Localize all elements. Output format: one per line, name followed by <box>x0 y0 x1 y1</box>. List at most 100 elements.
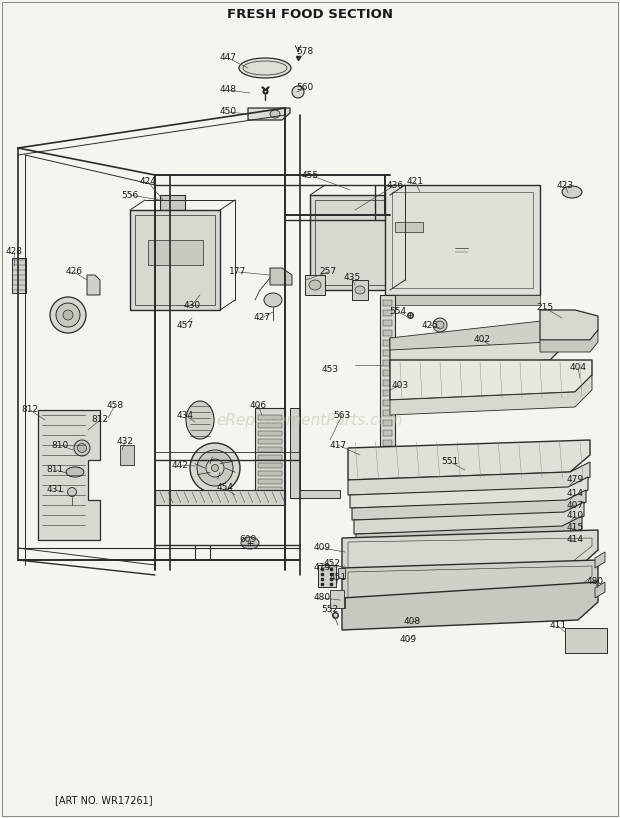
Bar <box>318 565 336 587</box>
Polygon shape <box>540 310 598 340</box>
Text: 551: 551 <box>441 457 459 466</box>
Polygon shape <box>338 598 345 608</box>
Polygon shape <box>348 462 590 495</box>
Text: 417: 417 <box>329 441 347 450</box>
Bar <box>383 400 392 406</box>
Text: 257: 257 <box>319 267 337 276</box>
Text: 435: 435 <box>343 273 361 282</box>
Polygon shape <box>385 185 540 295</box>
Text: 406: 406 <box>249 401 267 410</box>
Bar <box>258 423 282 428</box>
Polygon shape <box>305 275 325 295</box>
Text: 452: 452 <box>324 559 340 568</box>
Bar <box>12 258 26 293</box>
Ellipse shape <box>433 318 447 332</box>
Text: 424: 424 <box>140 178 156 187</box>
Polygon shape <box>342 560 598 608</box>
Ellipse shape <box>68 488 76 497</box>
Text: 402: 402 <box>474 335 490 344</box>
Bar <box>383 380 392 386</box>
Text: 458: 458 <box>107 401 123 410</box>
Text: 215: 215 <box>536 303 554 312</box>
Text: 552: 552 <box>321 605 339 614</box>
Bar <box>383 490 392 496</box>
Text: 560: 560 <box>296 83 314 92</box>
Ellipse shape <box>211 465 218 471</box>
Text: 411: 411 <box>549 622 567 631</box>
Ellipse shape <box>562 186 582 198</box>
Text: 425: 425 <box>422 321 438 330</box>
Text: 480: 480 <box>587 578 603 587</box>
Bar <box>383 530 392 536</box>
Polygon shape <box>290 408 340 498</box>
Ellipse shape <box>355 286 365 294</box>
Polygon shape <box>390 338 565 368</box>
Ellipse shape <box>74 440 90 456</box>
Ellipse shape <box>63 310 73 320</box>
Bar <box>258 463 282 468</box>
Text: 811: 811 <box>46 465 64 474</box>
Polygon shape <box>352 280 368 300</box>
Text: [ART NO. WR17261]: [ART NO. WR17261] <box>55 795 153 805</box>
Polygon shape <box>356 516 582 548</box>
Text: 479: 479 <box>314 564 330 573</box>
Text: 431: 431 <box>46 486 64 495</box>
Text: 812: 812 <box>91 416 108 425</box>
Text: 448: 448 <box>219 86 236 95</box>
Text: 450: 450 <box>219 107 237 116</box>
Text: 578: 578 <box>296 47 314 56</box>
Bar <box>258 471 282 476</box>
Text: 415: 415 <box>567 523 583 532</box>
Text: eReplacementParts.com: eReplacementParts.com <box>216 412 404 428</box>
Ellipse shape <box>239 58 291 78</box>
Bar <box>565 628 607 653</box>
Text: 442: 442 <box>172 461 188 470</box>
Ellipse shape <box>436 321 444 329</box>
Text: 453: 453 <box>321 366 339 375</box>
Polygon shape <box>338 568 345 578</box>
Bar <box>383 310 392 316</box>
Bar <box>383 300 392 306</box>
Text: 421: 421 <box>407 178 423 187</box>
Ellipse shape <box>292 86 304 98</box>
Bar <box>258 487 282 492</box>
Text: 812: 812 <box>22 406 38 415</box>
Ellipse shape <box>50 297 86 333</box>
Bar <box>395 222 423 232</box>
Text: 451: 451 <box>329 573 347 582</box>
Text: 423: 423 <box>557 181 574 190</box>
Polygon shape <box>390 360 592 400</box>
Bar <box>383 510 392 516</box>
Polygon shape <box>354 502 584 534</box>
Polygon shape <box>248 108 290 120</box>
Text: FRESH FOOD SECTION: FRESH FOOD SECTION <box>227 7 393 20</box>
Text: 407: 407 <box>567 501 583 510</box>
Polygon shape <box>270 268 292 285</box>
Bar <box>383 450 392 456</box>
Text: 554: 554 <box>389 308 407 317</box>
Bar <box>258 455 282 460</box>
Bar <box>383 440 392 446</box>
Polygon shape <box>155 490 285 505</box>
Polygon shape <box>38 410 100 540</box>
Polygon shape <box>540 330 598 352</box>
Bar <box>383 350 392 356</box>
Text: 479: 479 <box>567 475 583 484</box>
Bar <box>383 330 392 336</box>
Bar <box>383 460 392 466</box>
Ellipse shape <box>241 537 259 549</box>
Bar <box>383 420 392 426</box>
Polygon shape <box>595 552 605 568</box>
Bar <box>383 390 392 396</box>
Bar <box>380 295 395 545</box>
Ellipse shape <box>66 467 84 477</box>
Ellipse shape <box>309 280 321 290</box>
Polygon shape <box>385 295 540 305</box>
Polygon shape <box>310 195 390 290</box>
Bar <box>258 431 282 436</box>
Polygon shape <box>160 195 185 210</box>
Bar <box>258 479 282 484</box>
Ellipse shape <box>264 293 282 307</box>
Ellipse shape <box>197 450 233 486</box>
Bar <box>148 240 203 265</box>
